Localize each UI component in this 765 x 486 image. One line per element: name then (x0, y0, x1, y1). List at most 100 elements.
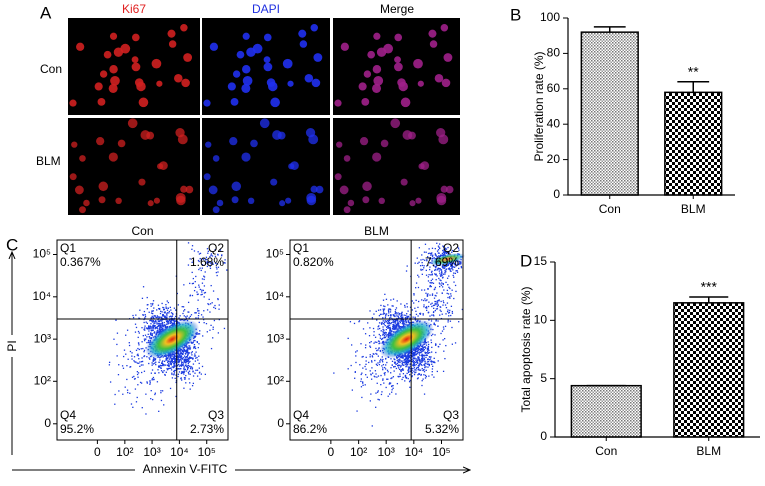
event-dot (183, 349, 186, 352)
event-dot (387, 310, 390, 313)
event-dot (194, 339, 196, 342)
event-dot (450, 270, 452, 272)
event-dot (387, 395, 389, 397)
cell-nucleus (83, 199, 90, 207)
event-dot (409, 306, 412, 308)
event-dot (428, 363, 431, 366)
event-dot (461, 308, 464, 311)
event-dot (181, 361, 183, 364)
cell-nucleus (241, 152, 251, 162)
event-dot (399, 321, 401, 324)
event-dot (187, 347, 189, 349)
event-dot (426, 294, 429, 296)
bar (673, 302, 745, 438)
event-dot (185, 358, 187, 360)
event-dot (361, 396, 363, 399)
event-dot (415, 282, 418, 284)
x-tick-label: 10⁴ (170, 445, 189, 459)
event-dot (187, 373, 190, 375)
event-dot (140, 382, 143, 384)
event-dot (360, 386, 363, 388)
event-dot (417, 358, 419, 360)
event-dot (182, 350, 184, 352)
event-dot (428, 375, 430, 377)
event-dot (143, 328, 145, 331)
event-dot (183, 370, 185, 372)
event-dot (404, 358, 407, 361)
event-dot (198, 268, 200, 271)
event-dot (406, 265, 408, 267)
event-dot (187, 264, 190, 266)
event-dot (413, 367, 416, 369)
event-dot (172, 366, 175, 369)
event-dot (377, 398, 379, 401)
event-dot (365, 368, 367, 370)
event-dot (136, 371, 139, 373)
cell-nucleus (400, 97, 411, 108)
event-dot (374, 370, 377, 372)
event-dot (411, 300, 413, 302)
event-dot (423, 393, 426, 395)
y-tick-label: 0 (540, 429, 547, 443)
x-tick-label: Con (595, 444, 617, 458)
event-dot (394, 313, 396, 315)
event-dot (395, 307, 398, 309)
event-dot (150, 305, 152, 307)
event-dot (127, 358, 129, 360)
event-dot (165, 316, 167, 318)
event-dot (392, 324, 395, 327)
event-dot (381, 365, 383, 367)
event-dot (407, 356, 410, 358)
event-dot (113, 338, 115, 340)
event-dot (209, 265, 211, 268)
cell-nucleus (212, 206, 220, 214)
event-dot (437, 303, 439, 306)
event-dot (444, 269, 446, 272)
event-dot (434, 253, 436, 255)
event-dot (175, 320, 177, 322)
event-dot (421, 348, 423, 351)
bar (664, 91, 723, 196)
event-dot (433, 315, 435, 317)
event-dot (181, 319, 184, 321)
event-dot (397, 312, 399, 314)
event-dot (215, 266, 218, 268)
event-dot (151, 320, 153, 322)
event-dot (150, 312, 153, 314)
event-dot (149, 380, 151, 382)
event-dot (116, 343, 118, 346)
event-dot (131, 352, 133, 354)
event-dot (376, 341, 378, 344)
event-dot (185, 349, 187, 351)
event-dot (393, 328, 395, 330)
event-dot (412, 362, 414, 364)
event-dot (181, 364, 184, 366)
event-dot (375, 310, 377, 313)
cell-nucleus (138, 97, 149, 108)
event-dot (157, 316, 159, 318)
event-dot (207, 261, 209, 264)
event-dot (150, 330, 153, 332)
event-dot (376, 364, 378, 367)
event-dot (409, 314, 411, 316)
event-dot (167, 356, 170, 358)
event-dot (373, 375, 375, 377)
event-dot (411, 372, 414, 374)
event-dot (140, 364, 143, 366)
event-dot (185, 317, 188, 319)
event-dot (412, 354, 414, 356)
event-dot (421, 384, 423, 387)
event-dot (404, 376, 407, 378)
event-dot (175, 374, 177, 376)
event-dot (180, 351, 182, 354)
event-dot (422, 349, 424, 351)
event-dot (157, 330, 159, 332)
event-dot (163, 307, 165, 309)
y-tick-label: 15 (534, 254, 548, 268)
event-dot (143, 370, 146, 372)
event-dot (377, 355, 379, 357)
event-dot (400, 356, 402, 358)
quadrant-name: Q4 (60, 408, 76, 422)
event-dot (177, 375, 179, 378)
event-dot (192, 375, 195, 377)
